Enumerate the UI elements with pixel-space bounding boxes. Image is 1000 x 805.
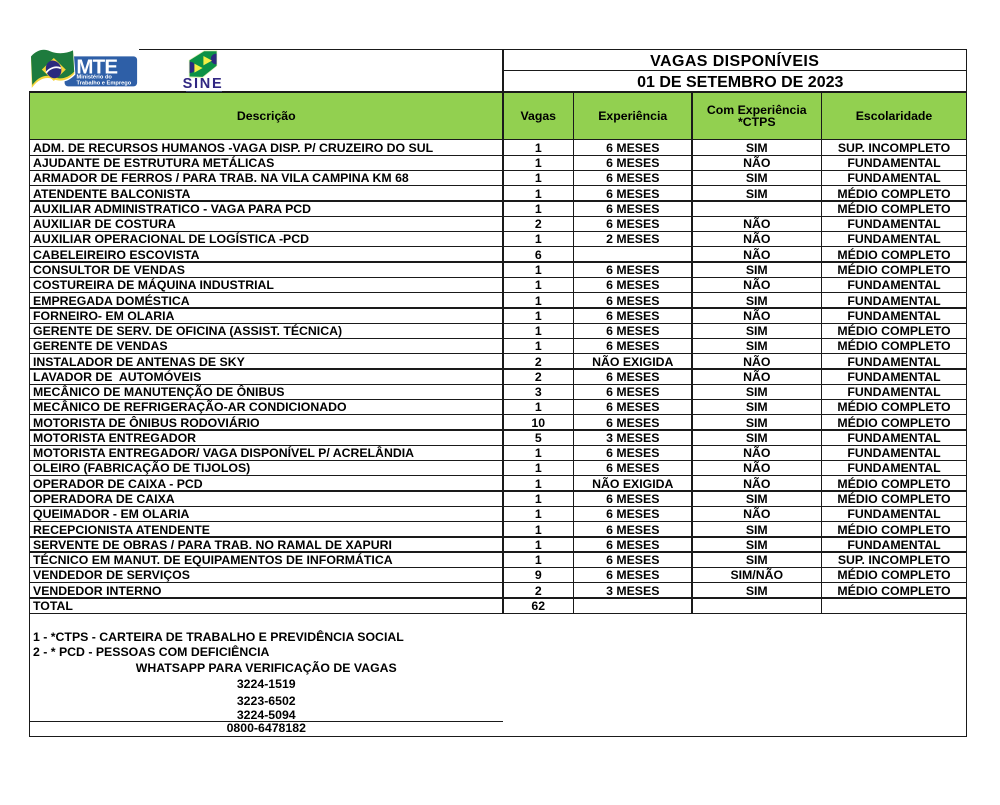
svg-text:Ministério do: Ministério do (77, 74, 113, 80)
svg-text:MTE: MTE (76, 55, 117, 78)
svg-text:Trabalho e Emprego: Trabalho e Emprego (77, 80, 132, 86)
